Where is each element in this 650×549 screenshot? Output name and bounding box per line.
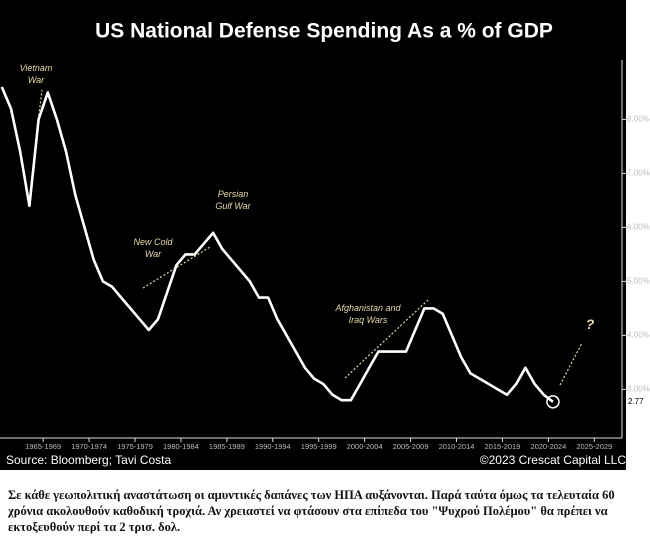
y-tick-label: 6.00% — [627, 223, 650, 232]
annotation: ? — [585, 316, 595, 332]
x-tick-label: 2000-2004 — [347, 442, 383, 451]
x-tick-label: 1970-1974 — [71, 442, 107, 451]
chart-title: US National Defense Spending As a % of G… — [95, 20, 553, 43]
source: Source: Bloomberg; Tavi Costa — [6, 453, 172, 467]
y-tick-label: 3.00% — [627, 385, 650, 394]
x-tick-label: 1990-1994 — [255, 442, 291, 451]
line — [0, 86, 554, 403]
x-tick-label: 1985-1989 — [209, 442, 245, 451]
arrow — [142, 246, 211, 289]
annotation: Persian Gulf War — [215, 189, 251, 211]
y-tick-label: 7.00% — [627, 169, 650, 178]
background — [0, 0, 626, 470]
copyright: ©2023 Crescat Capital LLC — [480, 453, 627, 467]
x-tick-label: 2010-2014 — [439, 442, 475, 451]
y-tick-label: 5.00% — [627, 277, 650, 286]
x-tick-label: 2020-2024 — [530, 442, 566, 451]
x-tick-label: 2015-2019 — [484, 442, 520, 451]
value-label-box — [626, 395, 648, 408]
x-tick-label: 2025-2029 — [576, 442, 612, 451]
x-tick-label: 2005-2009 — [393, 442, 429, 451]
x-tick-label: 1965-1969 — [25, 442, 61, 451]
x-tick-label: 1975-1979 — [117, 442, 153, 451]
caption: Σε κάθε γεωπολιτική αναστάτωση οι αμυντι… — [8, 488, 615, 534]
value-label: 2.77 — [628, 397, 644, 406]
x-tick-label: 1995-1999 — [301, 442, 337, 451]
annotation: New Cold War — [133, 237, 173, 259]
annotation: Afghanistan and Iraq Wars — [335, 303, 401, 325]
y-tick-label: 4.00% — [627, 331, 650, 340]
chart: US National Defense Spending As a % of G… — [0, 0, 650, 470]
annotation: Vietnam War — [19, 63, 53, 85]
arrow — [344, 299, 429, 379]
y-tick-label: 8.00% — [627, 115, 650, 124]
x-tick-label: 1980-1984 — [163, 442, 199, 451]
end-marker — [546, 395, 560, 409]
